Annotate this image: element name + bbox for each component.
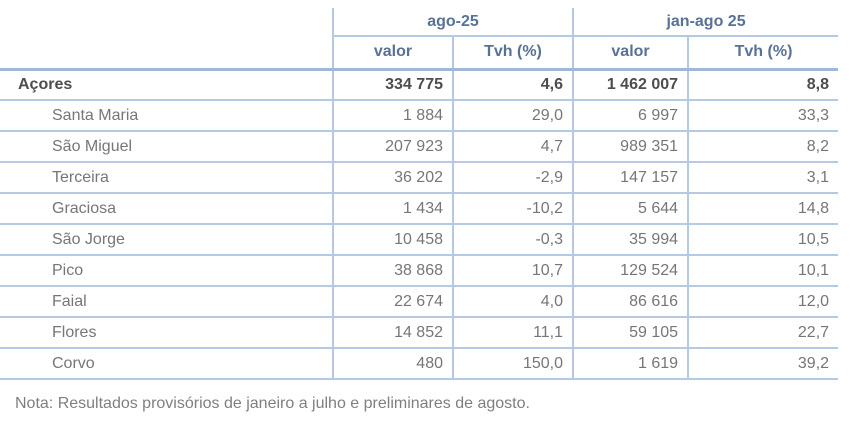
value-cell: 10 458	[332, 224, 453, 256]
value-cell: 59 105	[572, 317, 689, 349]
value-cell: 10,5	[687, 224, 839, 256]
region-name: Açores	[0, 69, 333, 101]
region-name: São Miguel	[0, 131, 333, 163]
value-cell: 11,1	[451, 317, 574, 349]
period-header-ago25: ago-25	[331, 8, 574, 37]
column-header-tvh-ago25: Tvh (%)	[451, 36, 574, 71]
region-name: Graciosa	[0, 193, 333, 225]
column-header-valor-janago25: valor	[572, 36, 689, 71]
region-name: Terceira	[0, 162, 333, 194]
value-cell: 12,0	[687, 286, 839, 318]
value-cell: 36 202	[332, 162, 453, 194]
value-cell: 1 884	[332, 100, 453, 132]
value-cell: 10,1	[687, 255, 839, 287]
value-cell: 14 852	[332, 317, 453, 349]
value-cell: -10,2	[451, 193, 574, 225]
column-header-valor-ago25: valor	[332, 36, 453, 71]
table-row-corvo: Corvo 480 150,0 1 619 39,2	[0, 348, 839, 380]
table-row-faial: Faial 22 674 4,0 86 616 12,0	[0, 286, 839, 318]
region-name: Corvo	[0, 348, 333, 380]
value-cell: 4,6	[451, 69, 574, 101]
empty-corner-cell	[0, 8, 333, 36]
value-cell: -2,9	[451, 162, 574, 194]
table-row-santa-maria: Santa Maria 1 884 29,0 6 997 33,3	[0, 100, 839, 132]
value-cell: 150,0	[451, 348, 574, 380]
region-name: Pico	[0, 255, 333, 287]
value-cell: 22,7	[687, 317, 839, 349]
value-cell: 989 351	[572, 131, 689, 163]
value-cell: -0,3	[451, 224, 574, 256]
value-cell: 4,0	[451, 286, 574, 318]
table-row-flores: Flores 14 852 11,1 59 105 22,7	[0, 317, 839, 349]
value-cell: 1 619	[572, 348, 689, 380]
region-name: São Jorge	[0, 224, 333, 256]
table-row-graciosa: Graciosa 1 434 -10,2 5 644 14,8	[0, 193, 839, 225]
empty-corner-cell	[0, 36, 333, 71]
value-cell: 480	[332, 348, 453, 380]
region-name: Flores	[0, 317, 333, 349]
value-cell: 334 775	[332, 69, 453, 101]
footnote: Nota: Resultados provisórios de janeiro …	[15, 395, 530, 412]
value-cell: 1 434	[332, 193, 453, 225]
value-cell: 14,8	[687, 193, 839, 225]
value-cell: 86 616	[572, 286, 689, 318]
period-header-row: ago-25 jan-ago 25	[0, 8, 839, 37]
region-name: Santa Maria	[0, 100, 333, 132]
value-cell: 39,2	[687, 348, 839, 380]
value-cell: 3,1	[687, 162, 839, 194]
table-row-pico: Pico 38 868 10,7 129 524 10,1	[0, 255, 839, 287]
value-cell: 35 994	[572, 224, 689, 256]
column-header-tvh-janago25: Tvh (%)	[687, 36, 839, 71]
period-header-janago25: jan-ago 25	[572, 8, 839, 37]
value-cell: 29,0	[451, 100, 574, 132]
value-cell: 129 524	[572, 255, 689, 287]
value-cell: 10,7	[451, 255, 574, 287]
value-cell: 5 644	[572, 193, 689, 225]
regional-stats-table: ago-25 jan-ago 25 valor Tvh (%) valor Tv…	[0, 8, 839, 380]
value-cell: 147 157	[572, 162, 689, 194]
value-cell: 8,2	[687, 131, 839, 163]
table-row-terceira: Terceira 36 202 -2,9 147 157 3,1	[0, 162, 839, 194]
value-cell: 1 462 007	[572, 69, 689, 101]
table-row-sao-jorge: São Jorge 10 458 -0,3 35 994 10,5	[0, 224, 839, 256]
region-name: Faial	[0, 286, 333, 318]
value-cell: 38 868	[332, 255, 453, 287]
value-cell: 8,8	[687, 69, 839, 101]
value-cell: 22 674	[332, 286, 453, 318]
value-cell: 33,3	[687, 100, 839, 132]
table-row-total-acores: Açores 334 775 4,6 1 462 007 8,8	[0, 69, 839, 101]
value-cell: 6 997	[572, 100, 689, 132]
value-cell: 207 923	[332, 131, 453, 163]
measure-header-row: valor Tvh (%) valor Tvh (%)	[0, 36, 839, 71]
value-cell: 4,7	[451, 131, 574, 163]
table-row-sao-miguel: São Miguel 207 923 4,7 989 351 8,2	[0, 131, 839, 163]
